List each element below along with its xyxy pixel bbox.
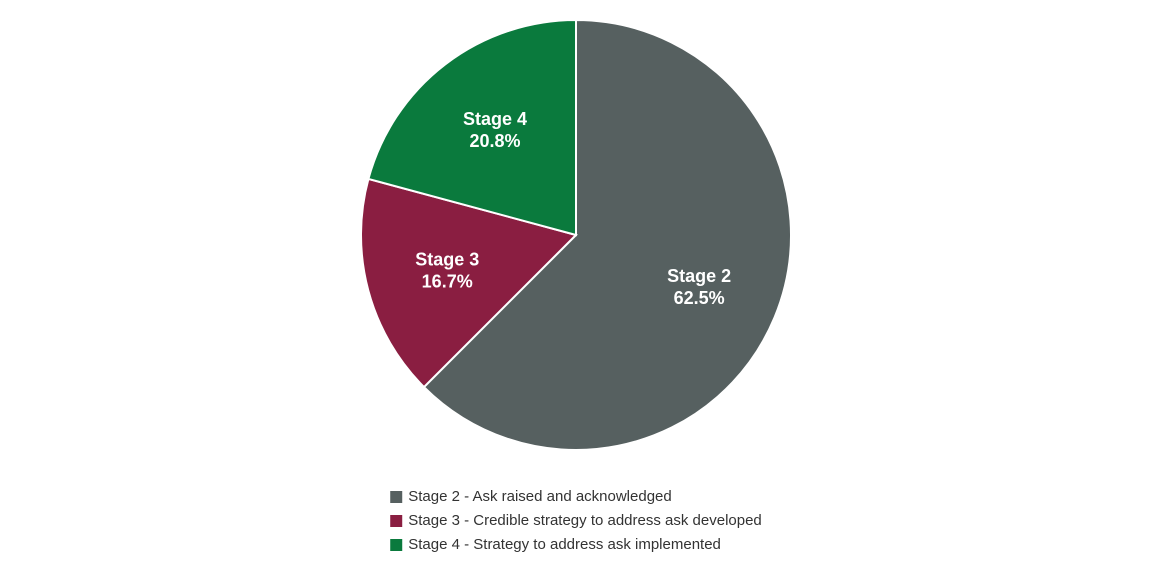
legend-swatch bbox=[390, 539, 402, 551]
legend-item: Stage 3 - Credible strategy to address a… bbox=[390, 509, 762, 533]
legend-item: Stage 2 - Ask raised and acknowledged bbox=[390, 485, 762, 509]
slice-label-value-stage2: 62.5% bbox=[674, 288, 725, 308]
slice-label-value-stage3: 16.7% bbox=[422, 271, 473, 291]
slice-label-title-stage2: Stage 2 bbox=[667, 266, 731, 286]
legend-text: Stage 2 - Ask raised and acknowledged bbox=[408, 485, 672, 509]
legend-swatch bbox=[390, 515, 402, 527]
legend-text: Stage 4 - Strategy to address ask implem… bbox=[408, 533, 721, 557]
slice-label-title-stage4: Stage 4 bbox=[463, 109, 527, 129]
slice-label-value-stage4: 20.8% bbox=[469, 131, 520, 151]
legend-text: Stage 3 - Credible strategy to address a… bbox=[408, 509, 762, 533]
legend: Stage 2 - Ask raised and acknowledgedSta… bbox=[390, 485, 762, 557]
legend-swatch bbox=[390, 491, 402, 503]
pie-chart-svg: Stage 262.5% Stage 316.7% Stage 420.8% bbox=[361, 20, 791, 450]
pie-chart-container: Stage 262.5% Stage 316.7% Stage 420.8% Sta… bbox=[0, 0, 1152, 577]
slice-label-title-stage3: Stage 3 bbox=[415, 249, 479, 269]
legend-item: Stage 4 - Strategy to address ask implem… bbox=[390, 533, 762, 557]
